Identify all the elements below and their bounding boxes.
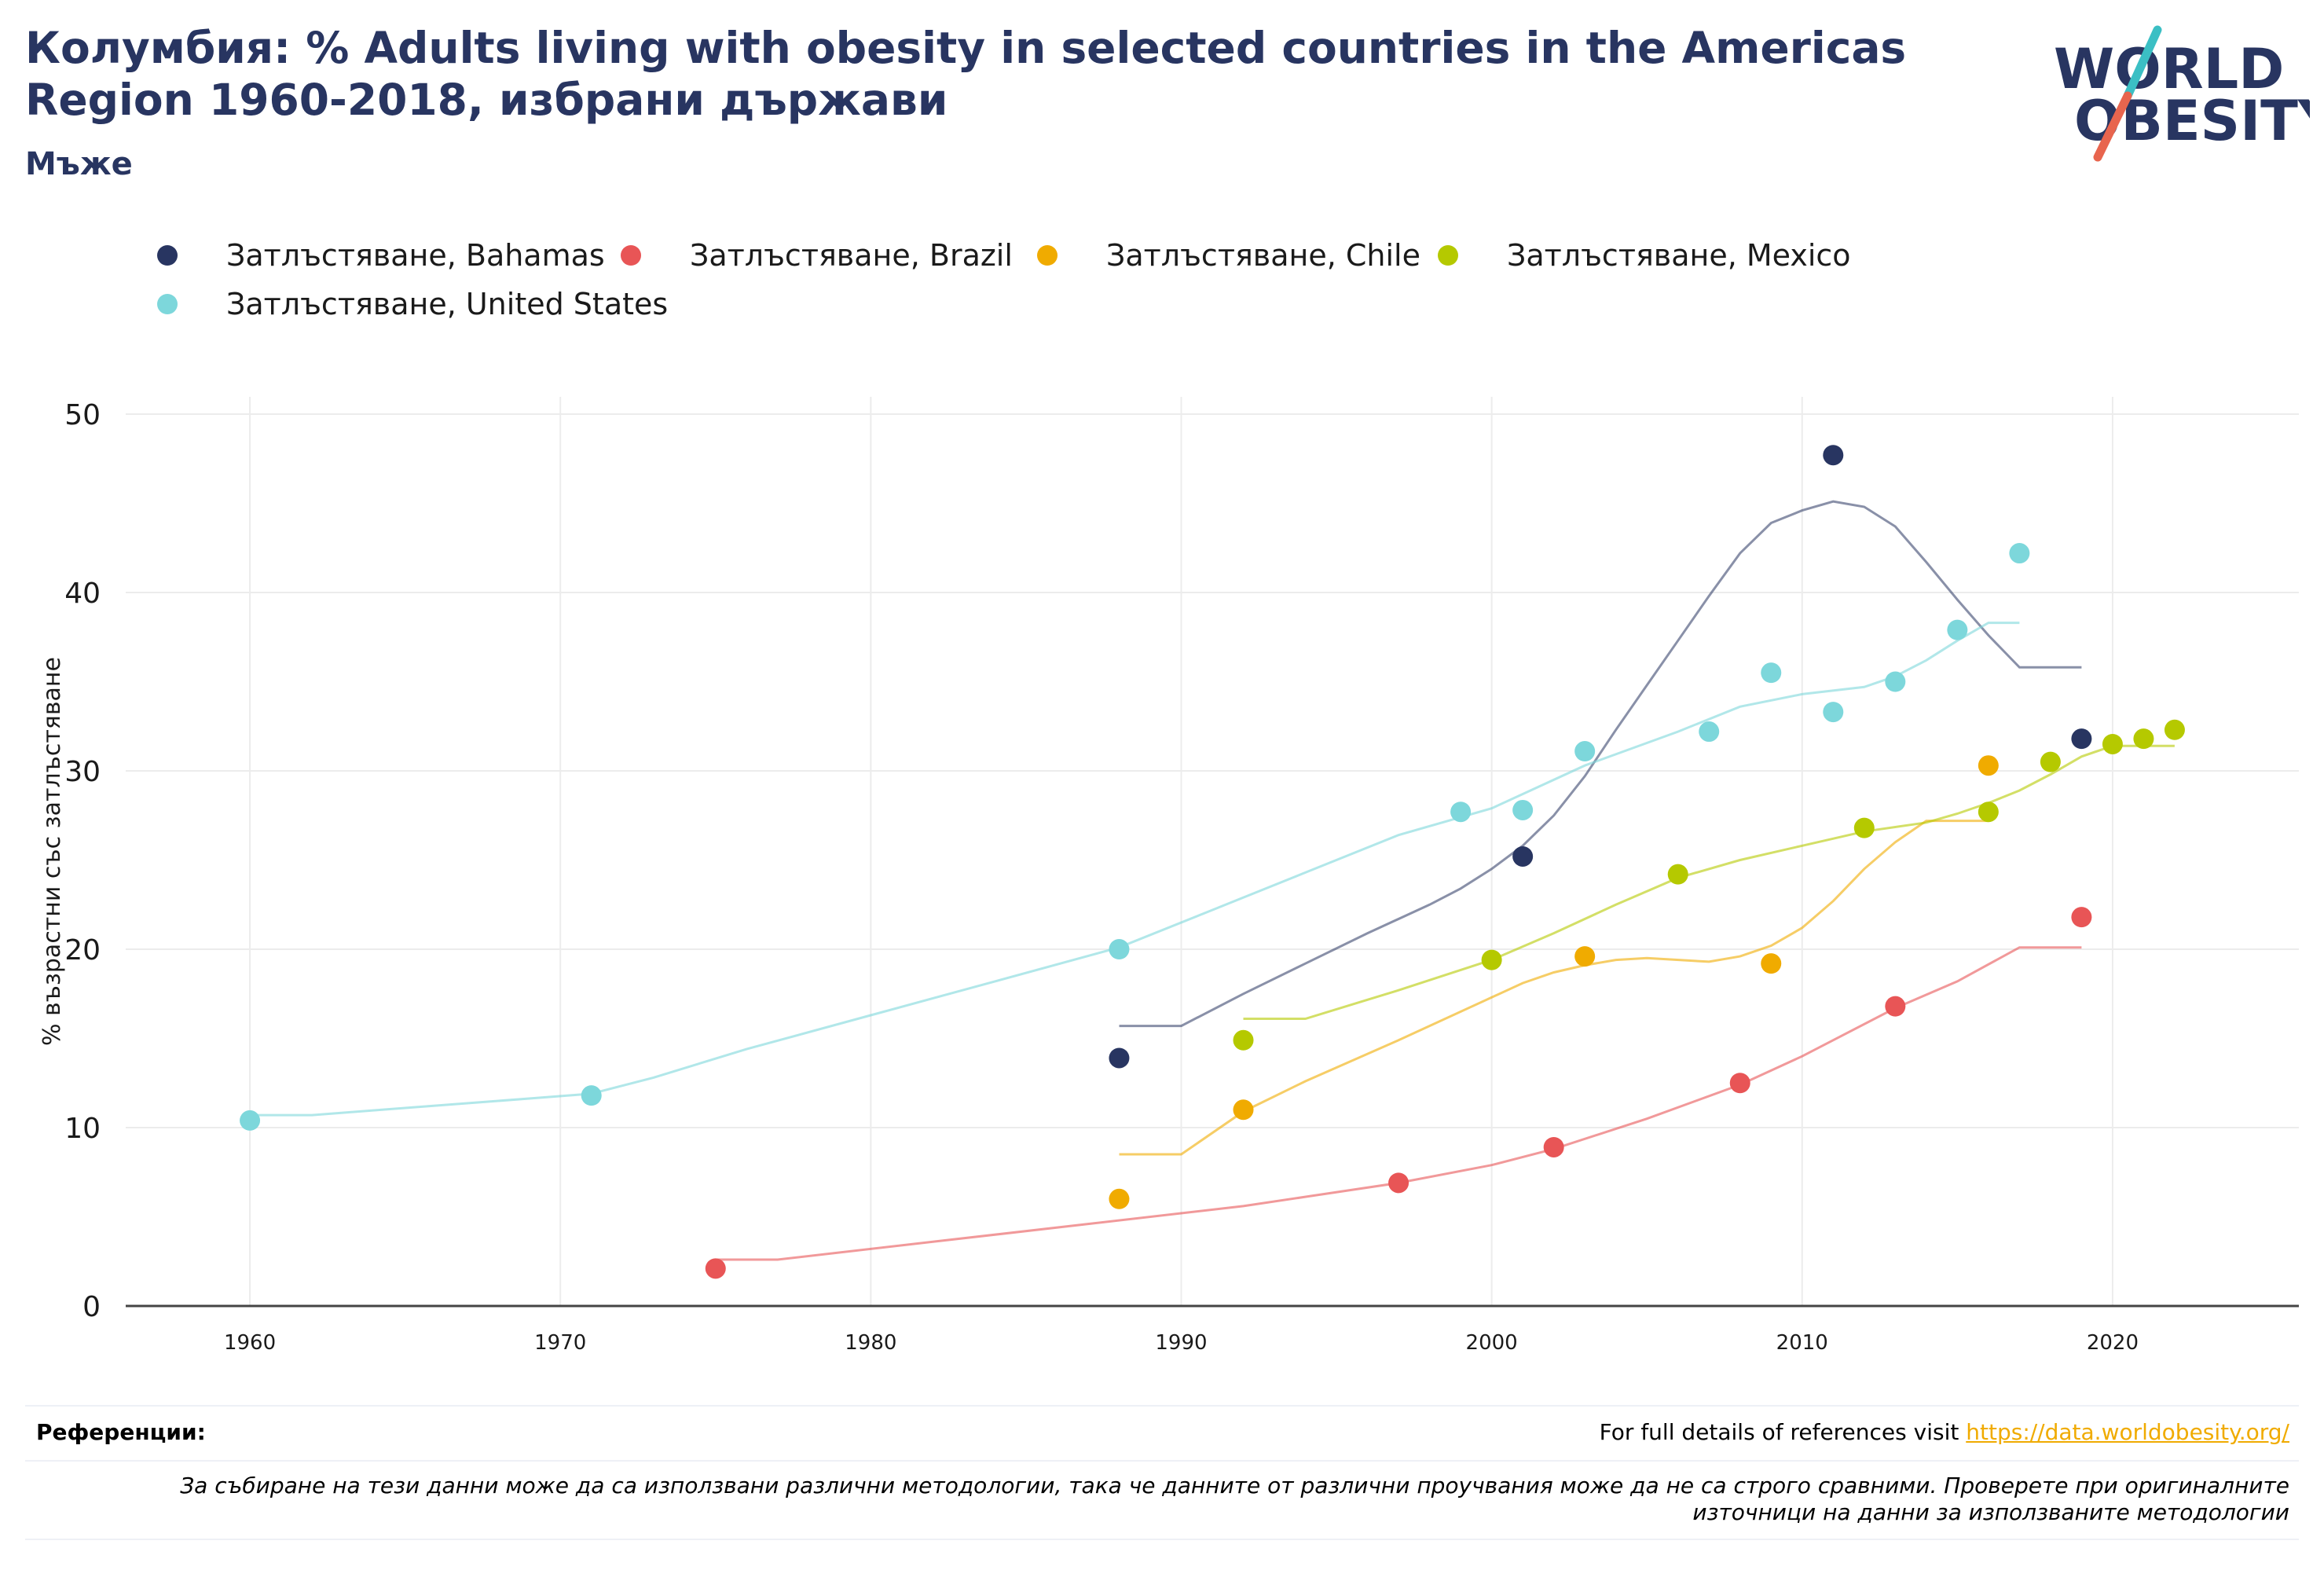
- point-mexico-2021: [2133, 728, 2154, 750]
- x-tick-label-1980: 1980: [845, 1331, 896, 1355]
- point-united-states-2003: [1574, 741, 1596, 762]
- point-united-states-1971: [581, 1085, 602, 1106]
- point-chile-1992: [1233, 1099, 1254, 1121]
- references-link[interactable]: https://data.worldobesity.org/: [1966, 1419, 2289, 1445]
- logo-line-1: WORLD: [2054, 37, 2284, 101]
- footer-divider-bottom: [25, 1539, 2299, 1540]
- point-chile-2009: [1761, 953, 1782, 974]
- footer-divider-top: [25, 1405, 2299, 1407]
- trend-line-chile: [1119, 820, 1989, 1156]
- point-mexico-2020: [2102, 733, 2123, 754]
- point-united-states-2017: [2009, 543, 2030, 564]
- legend-marker-united-states: [157, 294, 178, 314]
- point-mexico-2022: [2164, 719, 2185, 740]
- legend-item-brazil[interactable]: Затлъстяване, Brazil: [621, 232, 1013, 279]
- y-tick-label-30: 30: [64, 756, 101, 788]
- point-united-states-2001: [1512, 799, 1534, 820]
- legend-label-mexico: Затлъстяване, Mexico: [1507, 238, 1851, 273]
- point-brazil-2013: [1885, 996, 1906, 1017]
- x-tick-label-1970: 1970: [534, 1331, 586, 1355]
- obesity-chart: 0 10 20 30 40 50 1960 1970 1980 1990 2000 2010 2020%…: [38, 397, 2299, 1355]
- point-united-states-2015: [1947, 619, 1968, 640]
- legend-marker-mexico: [1438, 245, 1458, 266]
- references-label: Референции:: [36, 1419, 206, 1445]
- point-brazil-1975: [705, 1258, 726, 1279]
- point-mexico-1992: [1233, 1029, 1254, 1051]
- point-chile-1988: [1109, 1188, 1130, 1209]
- point-chile-2016: [1978, 755, 1999, 776]
- point-united-states-2007: [1699, 721, 1720, 743]
- point-mexico-2018: [2040, 751, 2061, 772]
- point-brazil-1997: [1388, 1172, 1409, 1194]
- references-text: For full details of references visit htt…: [1600, 1419, 2289, 1445]
- point-bahamas-1988: [1109, 1047, 1130, 1069]
- point-mexico-2000: [1481, 949, 1502, 970]
- point-mexico-2006: [1667, 864, 1688, 885]
- point-united-states-1999: [1450, 802, 1472, 823]
- world-obesity-logo: WORLD OBESITY: [2054, 25, 2310, 162]
- y-tick-label-40: 40: [64, 578, 101, 610]
- legend-item-united-states[interactable]: Затлъстяване, United States: [157, 281, 668, 328]
- x-tick-label-1990: 1990: [1155, 1331, 1207, 1355]
- chart-legend: Затлъстяване, Bahamas Затлъстяване, Brazi…: [157, 232, 2121, 334]
- logo-slash-red: [2093, 91, 2132, 162]
- legend-item-bahamas[interactable]: Затлъстяване, Bahamas: [157, 232, 605, 279]
- legend-label-united-states: Затлъстяване, United States: [226, 287, 669, 321]
- legend-item-chile[interactable]: Затлъстяване, Chile: [1037, 232, 1420, 279]
- point-bahamas-2019: [2071, 728, 2092, 750]
- y-axis-label: % възрастни със затлъстяване: [38, 657, 66, 1046]
- point-united-states-2011: [1823, 702, 1844, 723]
- point-brazil-2019: [2071, 907, 2092, 928]
- legend-label-brazil: Затлъстяване, Brazil: [690, 238, 1013, 273]
- legend-marker-brazil: [621, 245, 641, 266]
- legend-label-chile: Затлъстяване, Chile: [1106, 238, 1420, 273]
- trend-line-bahamas: [1119, 500, 2082, 1028]
- logo-slash-teal: [2123, 25, 2162, 101]
- point-united-states-2013: [1885, 671, 1906, 692]
- legend-label-bahamas: Затлъстяване, Bahamas: [226, 238, 605, 273]
- y-tick-label-0: 0: [82, 1291, 101, 1323]
- footer-divider-mid: [25, 1460, 2299, 1462]
- point-chile-2003: [1574, 946, 1596, 967]
- point-bahamas-2011: [1823, 445, 1844, 466]
- point-bahamas-2001: [1512, 846, 1534, 867]
- point-united-states-1988: [1109, 939, 1130, 959]
- point-mexico-2016: [1978, 802, 1999, 823]
- trend-line-united-states: [250, 622, 2020, 1117]
- legend-item-mexico[interactable]: Затлъстяване, Mexico: [1438, 232, 1851, 279]
- x-tick-label-2000: 2000: [1466, 1331, 1518, 1355]
- trend-line-mexico: [1243, 744, 2175, 1020]
- point-brazil-2002: [1543, 1136, 1564, 1157]
- x-tick-label-1960: 1960: [224, 1331, 276, 1355]
- x-tick-label-2020: 2020: [2087, 1331, 2139, 1355]
- references-prefix: For full details of references visit: [1599, 1419, 1967, 1445]
- trend-line-brazil: [715, 946, 2082, 1261]
- legend-marker-chile: [1037, 245, 1058, 266]
- methodology-disclaimer: За събиране на тези данни може да са изп…: [180, 1473, 2289, 1525]
- chart-subtitle: Мъже: [25, 146, 133, 182]
- chart-title: Колумбия: % Adults living with obesity i…: [25, 23, 1907, 125]
- y-tick-label-10: 10: [64, 1113, 101, 1145]
- y-tick-label-50: 50: [64, 399, 101, 431]
- point-united-states-1960: [240, 1110, 261, 1131]
- x-tick-label-2010: 2010: [1776, 1331, 1828, 1355]
- y-tick-label-20: 20: [64, 934, 101, 967]
- point-brazil-2008: [1729, 1073, 1750, 1094]
- point-united-states-2009: [1761, 662, 1782, 684]
- point-mexico-2012: [1853, 817, 1875, 838]
- legend-marker-bahamas: [157, 245, 178, 266]
